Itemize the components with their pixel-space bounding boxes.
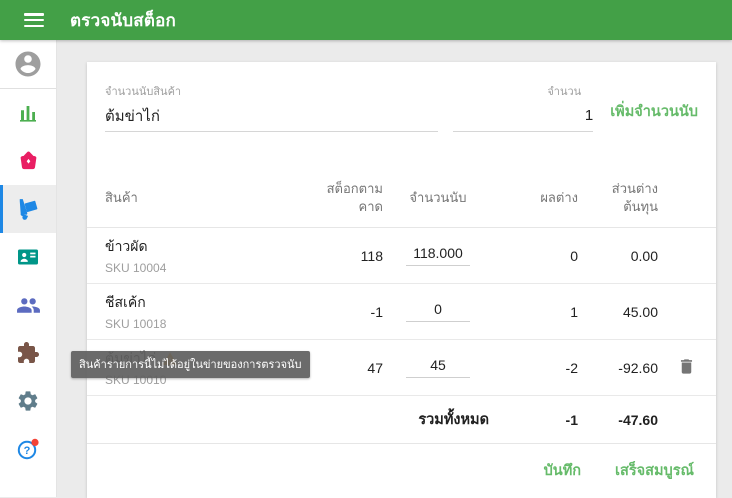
notification-dot	[31, 439, 38, 446]
people-icon	[16, 293, 41, 318]
page-title: ตรวจนับสต็อก	[70, 7, 176, 34]
svg-text:?: ?	[24, 445, 31, 457]
product-name: ชีสเค้ก	[105, 292, 283, 314]
sidebar-item-employees[interactable]	[0, 281, 56, 329]
total-row: รวมทั้งหมด -1 -47.60	[87, 396, 716, 444]
sidebar: ?	[0, 40, 57, 497]
cost-difference: 45.00	[578, 304, 658, 320]
difference: 1	[493, 304, 578, 320]
sidebar-item-profile[interactable]	[0, 40, 56, 88]
puzzle-icon	[16, 341, 40, 365]
qty-field-label: จำนวน	[453, 82, 593, 100]
difference: 0	[493, 248, 578, 264]
total-label: รวมทั้งหมด	[105, 408, 493, 431]
card-actions: บันทึก เสร็จสมบูรณ์	[87, 444, 716, 498]
col-header-count: จำนวนนับ	[383, 189, 493, 207]
col-header-expected: สต็อกตามคาด	[283, 180, 383, 215]
gear-icon	[16, 389, 40, 413]
product-field-label: จำนวนนับสินค้า	[105, 82, 438, 100]
bar-chart-icon	[16, 101, 40, 125]
contact-card-icon	[16, 245, 40, 269]
main-area: จำนวนนับสินค้า จำนวน เพิ่มจำนวนนับ สินค้…	[57, 40, 732, 497]
sidebar-item-inventory[interactable]	[0, 185, 56, 233]
app-bar: ตรวจนับสต็อก	[0, 0, 732, 40]
total-cost-difference: -47.60	[578, 412, 658, 428]
col-header-product: สินค้า	[105, 189, 283, 207]
table-header-row: สินค้า สต็อกตามคาด จำนวนนับ ผลต่าง ส่วนต…	[87, 166, 716, 228]
col-header-cost: ส่วนต่างต้นทุน	[578, 180, 658, 215]
product-sku: SKU 10018	[105, 317, 283, 331]
sidebar-item-customers[interactable]	[0, 233, 56, 281]
expected-stock: 118	[283, 248, 383, 264]
table-row: ข้าวผัด SKU 10004 118 0 0.00	[87, 228, 716, 284]
menu-icon[interactable]	[24, 13, 44, 27]
add-count-button[interactable]: เพิ่มจำนวนนับ	[610, 100, 698, 132]
stock-count-card: จำนวนนับสินค้า จำนวน เพิ่มจำนวนนับ สินค้…	[87, 62, 716, 498]
product-sku: SKU 10004	[105, 261, 283, 275]
product-name: ข้าวผัด	[105, 236, 283, 258]
sidebar-item-sales[interactable]	[0, 137, 56, 185]
trash-icon	[677, 357, 696, 376]
count-input[interactable]	[406, 301, 470, 322]
count-table: สินค้า สต็อกตามคาด จำนวนนับ ผลต่าง ส่วนต…	[87, 166, 716, 444]
hand-truck-icon	[16, 197, 41, 222]
sidebar-item-help[interactable]: ?	[0, 425, 56, 473]
product-input[interactable]	[105, 107, 438, 132]
count-form: จำนวนนับสินค้า จำนวน เพิ่มจำนวนนับ	[87, 82, 716, 132]
sidebar-item-reports[interactable]	[0, 89, 56, 137]
total-difference: -1	[493, 412, 578, 428]
basket-icon	[17, 150, 40, 173]
warning-tooltip: สินค้ารายการนี้ไม่ได้อยู่ในข่ายของการตรว…	[71, 351, 310, 378]
sidebar-item-apps[interactable]	[0, 329, 56, 377]
cost-difference: -92.60	[578, 360, 658, 376]
difference: -2	[493, 360, 578, 376]
complete-button[interactable]: เสร็จสมบูรณ์	[615, 459, 694, 482]
save-button[interactable]: บันทึก	[544, 459, 581, 482]
help-icon: ?	[16, 437, 40, 461]
cost-difference: 0.00	[578, 248, 658, 264]
count-input[interactable]	[406, 245, 470, 266]
expected-stock: -1	[283, 304, 383, 320]
col-header-diff: ผลต่าง	[493, 189, 578, 207]
qty-input[interactable]	[453, 107, 593, 132]
sidebar-item-settings[interactable]	[0, 377, 56, 425]
delete-row-button[interactable]	[675, 355, 698, 381]
person-circle-icon	[13, 49, 43, 79]
table-row: ชีสเค้ก SKU 10018 -1 1 45.00	[87, 284, 716, 340]
count-input[interactable]	[406, 357, 470, 378]
